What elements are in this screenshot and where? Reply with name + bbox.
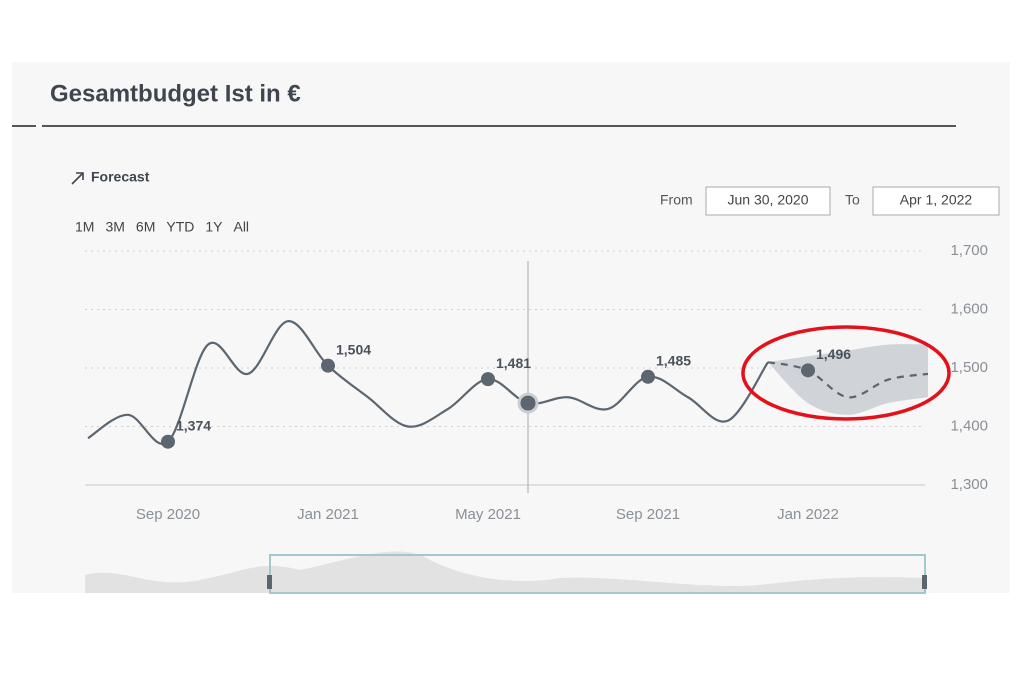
value-label: 1,485 (656, 352, 691, 368)
chart-title: Gesamtbudget Ist in € (50, 80, 301, 107)
navigator-handle[interactable] (267, 575, 272, 589)
y-tick-label: 1,600 (950, 300, 988, 317)
y-tick-label: 1,700 (950, 242, 988, 259)
y-tick-label: 1,500 (950, 359, 988, 376)
x-tick-label: Sep 2020 (136, 506, 200, 523)
from-input[interactable] (705, 186, 831, 216)
navigator-window[interactable] (269, 554, 926, 594)
line (767, 361, 929, 399)
highlight-ellipse (741, 325, 951, 421)
x-tick-label: Sep 2021 (616, 506, 680, 523)
range-button[interactable]: 1M (75, 219, 94, 235)
navigator-area (85, 551, 925, 593)
value-label: 1,374 (176, 417, 211, 433)
y-tick-label: 1,400 (950, 417, 988, 434)
forecast-icon[interactable] (71, 172, 84, 185)
navigator-handle[interactable] (922, 575, 927, 589)
to-value[interactable]: Apr 1, 2022 (900, 192, 973, 208)
range-button[interactable]: 6M (136, 219, 155, 235)
value-label: 1,496 (816, 346, 851, 362)
forecast-band (768, 344, 928, 415)
y-tick-label: 1,300 (950, 476, 988, 493)
x-tick-label: Jan 2021 (297, 506, 359, 523)
range-button[interactable]: All (233, 219, 249, 235)
hover-marker (517, 392, 539, 414)
from-label: From (660, 192, 693, 208)
x-tick-label: Jan 2022 (777, 506, 839, 523)
marker (161, 434, 175, 449)
marker (321, 358, 335, 373)
value-label: 1,481 (496, 355, 531, 371)
range-button[interactable]: 3M (105, 219, 124, 235)
to-label: To (845, 192, 860, 208)
marker (481, 372, 495, 387)
value-label: 1,504 (336, 341, 371, 357)
range-button[interactable]: YTD (166, 219, 194, 235)
range-button[interactable]: 1Y (205, 219, 223, 235)
marker (801, 363, 815, 378)
from-value[interactable]: Jun 30, 2020 (728, 192, 809, 208)
forecast-button[interactable]: Forecast (91, 169, 150, 185)
to-input[interactable] (872, 186, 1000, 216)
x-tick-label: May 2021 (455, 506, 521, 523)
marker (641, 369, 655, 384)
